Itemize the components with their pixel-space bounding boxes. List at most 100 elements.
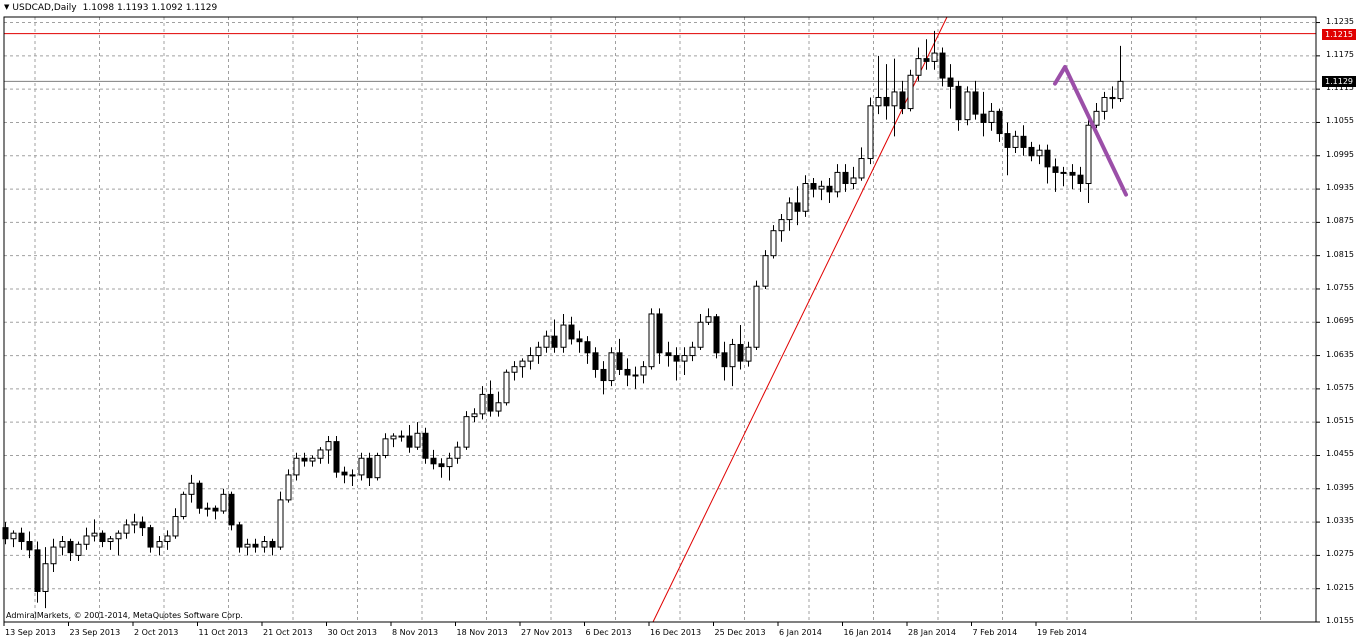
y-tick-label: 1.0335	[1326, 516, 1354, 526]
bull-candle-body	[745, 346, 752, 362]
trendline-layer[interactable]	[652, 16, 948, 623]
bull-candle-body	[560, 324, 567, 348]
projection-path[interactable]	[1053, 64, 1128, 197]
candle	[261, 535, 268, 553]
bear-candle-body	[228, 493, 235, 526]
candle	[317, 447, 324, 464]
bull-candle-body	[834, 171, 841, 193]
bear-candle-body	[794, 202, 801, 212]
bull-candle-body	[83, 535, 90, 545]
bull-candle-body	[543, 335, 550, 348]
candle	[818, 180, 825, 201]
candle	[543, 330, 550, 353]
candle	[834, 164, 841, 198]
candle	[560, 313, 567, 353]
bull-candle-body	[454, 446, 461, 459]
candle	[786, 197, 793, 231]
candle	[147, 524, 154, 553]
candle	[2, 522, 9, 545]
x-tick-label: 16 Jan 2014	[843, 628, 892, 637]
uptrend-line[interactable]	[652, 16, 948, 623]
candle	[584, 336, 591, 364]
candle	[358, 452, 365, 481]
x-tick-label: 16 Dec 2013	[650, 628, 702, 637]
candle	[568, 316, 575, 345]
x-tick-label: 8 Nov 2013	[392, 628, 439, 637]
bull-candle-body	[964, 91, 971, 121]
bull-candle-body	[519, 360, 526, 368]
x-tick-label: 25 Dec 2013	[714, 628, 766, 637]
candle	[632, 366, 639, 389]
y-tick-label: 1.0155	[1326, 616, 1354, 625]
bear-candle-body	[826, 185, 833, 193]
x-tick-label: 28 Jan 2014	[908, 628, 956, 637]
candle	[624, 358, 631, 387]
bear-candle-body	[551, 335, 558, 348]
candle	[875, 55, 882, 115]
bear-candle-body	[212, 507, 219, 512]
x-tick-label: 19 Feb 2014	[1037, 628, 1087, 637]
bull-candle-body	[697, 321, 704, 348]
bear-candle-body	[923, 58, 930, 62]
bear-candle-body	[899, 91, 906, 110]
bear-candle-body	[1069, 171, 1076, 176]
candle	[931, 30, 938, 70]
candle	[463, 411, 470, 450]
bull-candle-body	[107, 538, 114, 543]
candle	[164, 530, 171, 550]
candle	[67, 538, 74, 561]
candle	[1093, 103, 1100, 129]
bear-candle-body	[996, 110, 1003, 135]
bull-candle-body	[786, 202, 793, 221]
candle	[640, 361, 647, 384]
bull-candle-body	[446, 457, 453, 468]
candle	[697, 313, 704, 351]
bull-candle-body	[535, 346, 542, 357]
candle	[778, 214, 785, 242]
y-tick-label: 1.0275	[1326, 549, 1354, 559]
x-tick-label: 2 Oct 2013	[134, 628, 179, 637]
bear-candle-body	[99, 532, 106, 543]
x-tick-label: 27 Nov 2013	[521, 628, 573, 637]
y-tick-label: 1.0455	[1326, 449, 1354, 459]
bull-candle-body	[915, 58, 922, 76]
bull-candle-body	[156, 541, 163, 548]
bull-candle-body	[75, 543, 82, 556]
bull-candle-body	[1012, 135, 1019, 148]
candle	[446, 452, 453, 481]
bear-candle-body	[67, 541, 74, 554]
bull-candle-body	[867, 105, 874, 160]
candle	[131, 513, 138, 534]
candle	[891, 58, 898, 137]
candle	[810, 177, 817, 198]
open-value: 1.1098	[82, 3, 115, 13]
candle	[406, 424, 413, 453]
candle	[244, 538, 251, 556]
bear-candle-body	[18, 532, 25, 543]
candle	[269, 538, 276, 556]
candle	[1117, 45, 1124, 102]
symbol-label: USDCAD,Daily	[12, 3, 77, 13]
candle	[794, 186, 801, 226]
x-tick-label: 30 Oct 2013	[327, 628, 377, 637]
candle	[277, 491, 284, 550]
symbol-header: ▼ USDCAD,Daily 1.1098 1.1193 1.1092 1.1129	[4, 3, 217, 13]
candle	[349, 469, 356, 487]
bull-candle-body	[59, 541, 66, 548]
bull-candle-body	[220, 493, 227, 512]
horizontal-levels[interactable]	[4, 33, 1316, 82]
bull-candle-body	[770, 230, 777, 257]
candle	[511, 361, 518, 381]
bear-candle-body	[366, 457, 373, 479]
candle	[26, 531, 33, 559]
bear-candle-body	[656, 313, 663, 354]
projection-layer[interactable]	[1053, 64, 1128, 197]
collapse-triangle-icon[interactable]: ▼	[4, 3, 10, 11]
bull-candle-body	[91, 532, 98, 537]
bull-candle-body	[42, 563, 49, 592]
bear-candle-body	[616, 352, 623, 370]
candle	[939, 47, 946, 87]
candle	[156, 535, 163, 556]
